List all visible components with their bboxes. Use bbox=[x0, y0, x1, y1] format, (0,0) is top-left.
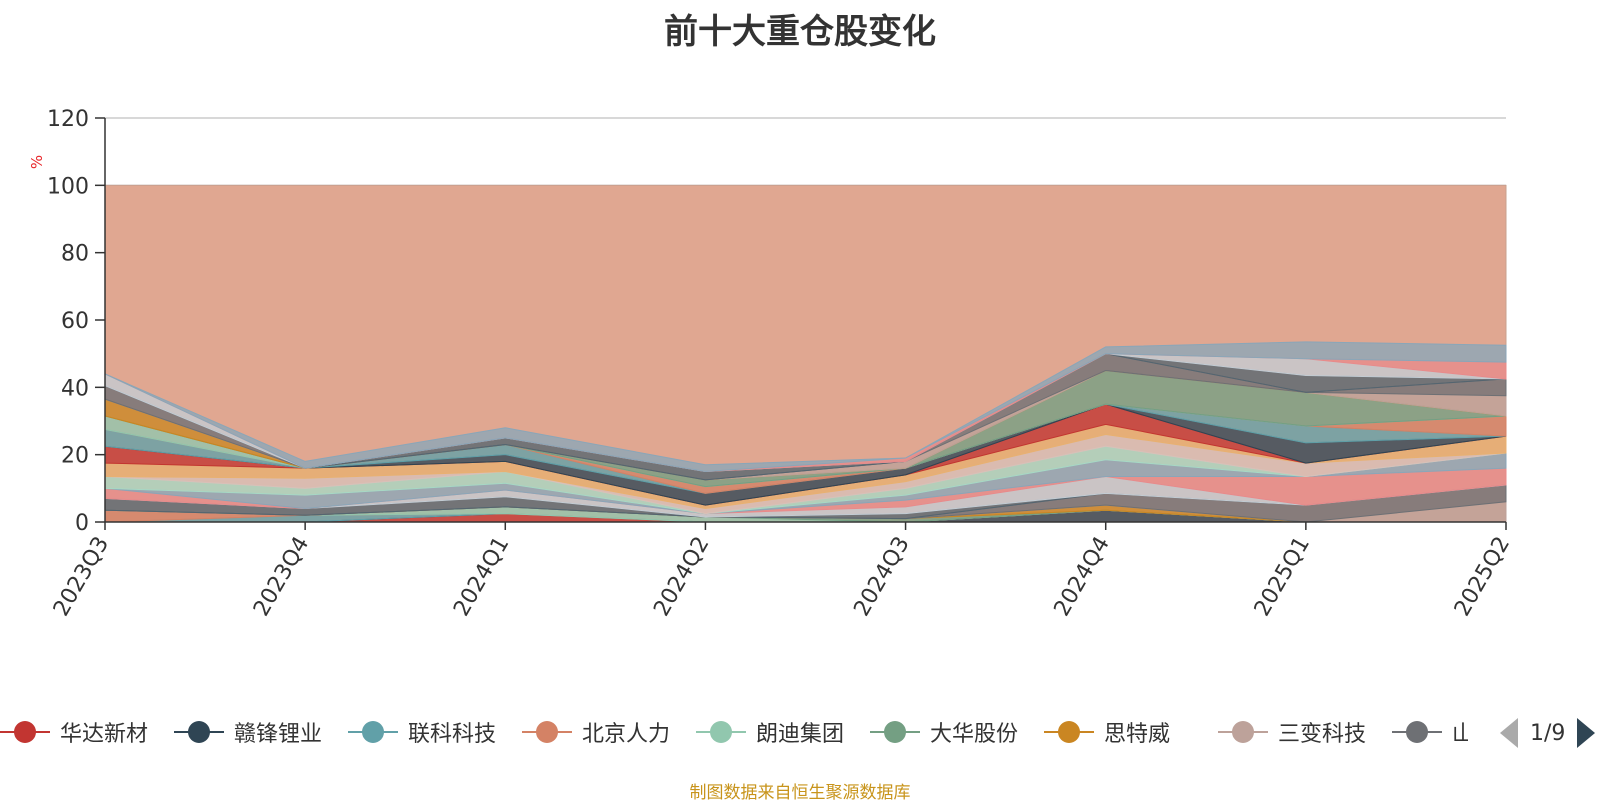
legend-marker-icon bbox=[522, 712, 572, 752]
legend-label: 山东黄金 bbox=[1452, 722, 1468, 747]
source-note: 制图数据来自恒生聚源数据库 bbox=[689, 783, 911, 803]
legend-marker-icon bbox=[174, 712, 224, 752]
legend-marker-icon bbox=[0, 712, 50, 752]
legend-marker-icon bbox=[1218, 712, 1268, 752]
legend-label: 北京人力 bbox=[582, 722, 671, 747]
legend: 华达新材 赣锋锂业 联科科技 北京人力 朗迪集团 大华股份 思特威 三变科技 山东黄金 bbox=[0, 712, 1468, 752]
x-tick-label-1: 2023Q4 bbox=[249, 533, 314, 621]
y-tick-label-3: 60 bbox=[61, 309, 89, 334]
x-tick-label-7: 2025Q2 bbox=[1450, 533, 1515, 621]
y-tick-label-2: 40 bbox=[61, 376, 89, 401]
x-tick-label-0: 2023Q3 bbox=[49, 533, 114, 621]
x-tick-label-4: 2024Q3 bbox=[849, 533, 914, 621]
legend-item-7[interactable]: 三变科技 bbox=[1218, 712, 1366, 752]
series-area-28 bbox=[104, 341, 1507, 473]
legend-label: 三变科技 bbox=[1278, 722, 1367, 747]
legend-item-0[interactable]: 华达新材 bbox=[0, 712, 148, 752]
legend-item-8[interactable]: 山东黄金 bbox=[1392, 712, 1468, 752]
y-tick-label-4: 80 bbox=[61, 242, 89, 267]
x-tick-label-3: 2024Q2 bbox=[649, 533, 714, 621]
x-tick-label-2: 2024Q1 bbox=[449, 533, 514, 621]
legend-label: 思特威 bbox=[1104, 722, 1171, 747]
x-tick-label-5: 2024Q4 bbox=[1050, 533, 1115, 621]
legend-label: 华达新材 bbox=[60, 722, 149, 747]
legend-item-5[interactable]: 大华股份 bbox=[870, 712, 1018, 752]
legend-marker-icon bbox=[870, 712, 920, 752]
legend-marker-icon bbox=[348, 712, 398, 752]
legend-item-3[interactable]: 北京人力 bbox=[522, 712, 670, 752]
legend-item-4[interactable]: 朗迪集团 bbox=[696, 712, 844, 752]
legend-label: 朗迪集团 bbox=[756, 722, 845, 747]
x-axis-ticks: 2023Q3 2023Q4 2024Q1 2024Q2 2024Q3 2024Q4 2025… bbox=[49, 522, 1515, 621]
pager-page-indicator: 1/9 bbox=[1530, 720, 1566, 746]
y-axis-unit-label: % bbox=[28, 155, 46, 169]
legend-item-1[interactable]: 赣锋锂业 bbox=[174, 712, 322, 752]
legend-label: 联科科技 bbox=[408, 722, 497, 747]
y-tick-label-5: 100 bbox=[47, 174, 89, 199]
y-axis-ticks: 0 20 40 60 80 100 120 bbox=[47, 107, 105, 536]
x-tick-label-6: 2025Q1 bbox=[1250, 533, 1315, 621]
legend-marker-icon bbox=[1044, 712, 1094, 752]
chart-title: 前十大重仓股变化 bbox=[664, 12, 936, 52]
legend-label: 大华股份 bbox=[930, 722, 1019, 747]
y-tick-label-1: 20 bbox=[61, 444, 89, 469]
legend-marker-icon bbox=[696, 712, 746, 752]
y-tick-label-6: 120 bbox=[47, 107, 89, 132]
pager-prev-icon[interactable] bbox=[1500, 718, 1518, 748]
legend-marker-icon bbox=[1392, 712, 1442, 752]
legend-pager: 1/9 bbox=[1500, 716, 1596, 750]
legend-item-6[interactable]: 思特威 bbox=[1044, 712, 1170, 752]
y-tick-label-0: 0 bbox=[75, 511, 89, 536]
legend-label: 赣锋锂业 bbox=[234, 722, 323, 747]
legend-item-2[interactable]: 联科科技 bbox=[348, 712, 496, 752]
pager-next-icon[interactable] bbox=[1577, 718, 1596, 748]
